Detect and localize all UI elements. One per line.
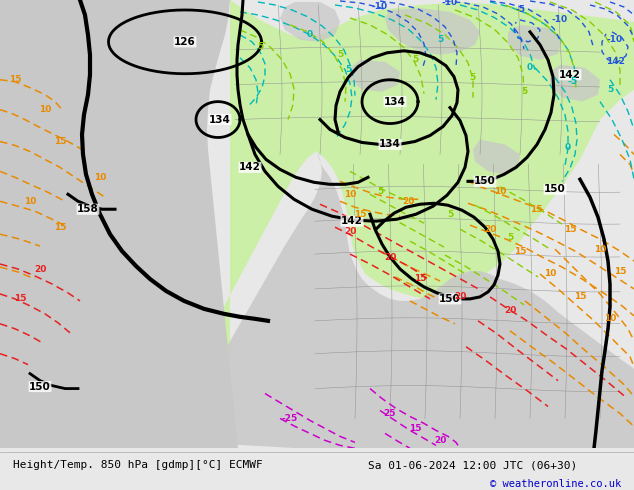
Text: 20: 20 [34,265,46,273]
Text: 15: 15 [574,293,586,301]
Text: 10: 10 [594,245,606,254]
Polygon shape [208,0,634,448]
Text: 15: 15 [54,137,66,146]
Text: 5: 5 [469,73,475,82]
Polygon shape [508,25,562,60]
Text: 15: 15 [564,224,576,234]
Text: 15: 15 [414,274,426,284]
Text: -5: -5 [515,5,525,15]
Text: -10: -10 [607,35,623,45]
Text: 5: 5 [337,50,343,59]
Text: 20: 20 [484,224,496,234]
Polygon shape [550,65,600,101]
Text: 15: 15 [14,294,26,303]
Polygon shape [350,60,400,92]
Text: 142: 142 [559,70,581,80]
Text: 20: 20 [384,252,396,262]
Text: -10: -10 [442,0,458,7]
Text: 134: 134 [379,140,401,149]
Text: 5: 5 [607,85,613,94]
Text: 10: 10 [544,270,556,278]
Polygon shape [208,151,634,448]
Text: 15: 15 [614,267,626,275]
Text: 150: 150 [439,294,461,304]
Text: 15: 15 [409,424,421,433]
Text: 10: 10 [344,190,356,199]
Text: 126: 126 [174,37,196,47]
Text: 25: 25 [384,409,396,418]
Text: 15: 15 [514,246,526,256]
Text: 10: 10 [24,197,36,206]
Text: 158: 158 [77,204,99,214]
Polygon shape [385,8,480,55]
Text: 0: 0 [527,63,533,72]
Text: 5: 5 [412,55,418,64]
Text: 142: 142 [341,216,363,226]
Polygon shape [280,2,340,42]
Text: © weatheronline.co.uk: © weatheronline.co.uk [490,479,621,489]
Text: 5: 5 [437,35,443,45]
Text: 10: 10 [94,173,106,182]
Text: 20: 20 [402,197,414,206]
Text: -10: -10 [552,15,568,24]
Text: 20: 20 [434,436,446,445]
Text: 5: 5 [521,87,527,96]
Text: 15: 15 [54,222,66,232]
Text: 5: 5 [377,187,383,196]
Text: 134: 134 [209,115,231,124]
Text: -10: -10 [372,2,388,11]
Text: 142: 142 [605,57,624,66]
Text: 20: 20 [454,293,466,301]
Text: 5: 5 [507,233,513,242]
Text: 0: 0 [565,143,571,152]
Text: 20: 20 [344,227,356,236]
Text: 142: 142 [239,162,261,172]
Text: 15: 15 [530,205,542,214]
Text: 150: 150 [474,176,496,186]
Text: 134: 134 [384,97,406,107]
Text: 10: 10 [604,314,616,323]
Text: 5: 5 [447,210,453,219]
Text: 150: 150 [29,382,51,392]
Text: 15: 15 [9,75,22,84]
Text: 10: 10 [39,105,51,114]
Polygon shape [0,0,238,448]
Text: -25: -25 [282,414,298,423]
Text: 5: 5 [257,42,263,51]
Text: 0: 0 [307,30,313,39]
Text: Sa 01-06-2024 12:00 JTC (06+30): Sa 01-06-2024 12:00 JTC (06+30) [368,460,577,470]
Text: Height/Temp. 850 hPa [gdmp][°C] ECMWF: Height/Temp. 850 hPa [gdmp][°C] ECMWF [13,460,262,470]
Text: 20: 20 [504,306,516,316]
Text: -5: -5 [567,77,577,86]
Text: 15: 15 [354,210,366,219]
Text: 10: 10 [494,187,506,196]
Polygon shape [473,140,520,174]
Text: 150: 150 [544,184,566,195]
Text: 5: 5 [345,65,351,74]
